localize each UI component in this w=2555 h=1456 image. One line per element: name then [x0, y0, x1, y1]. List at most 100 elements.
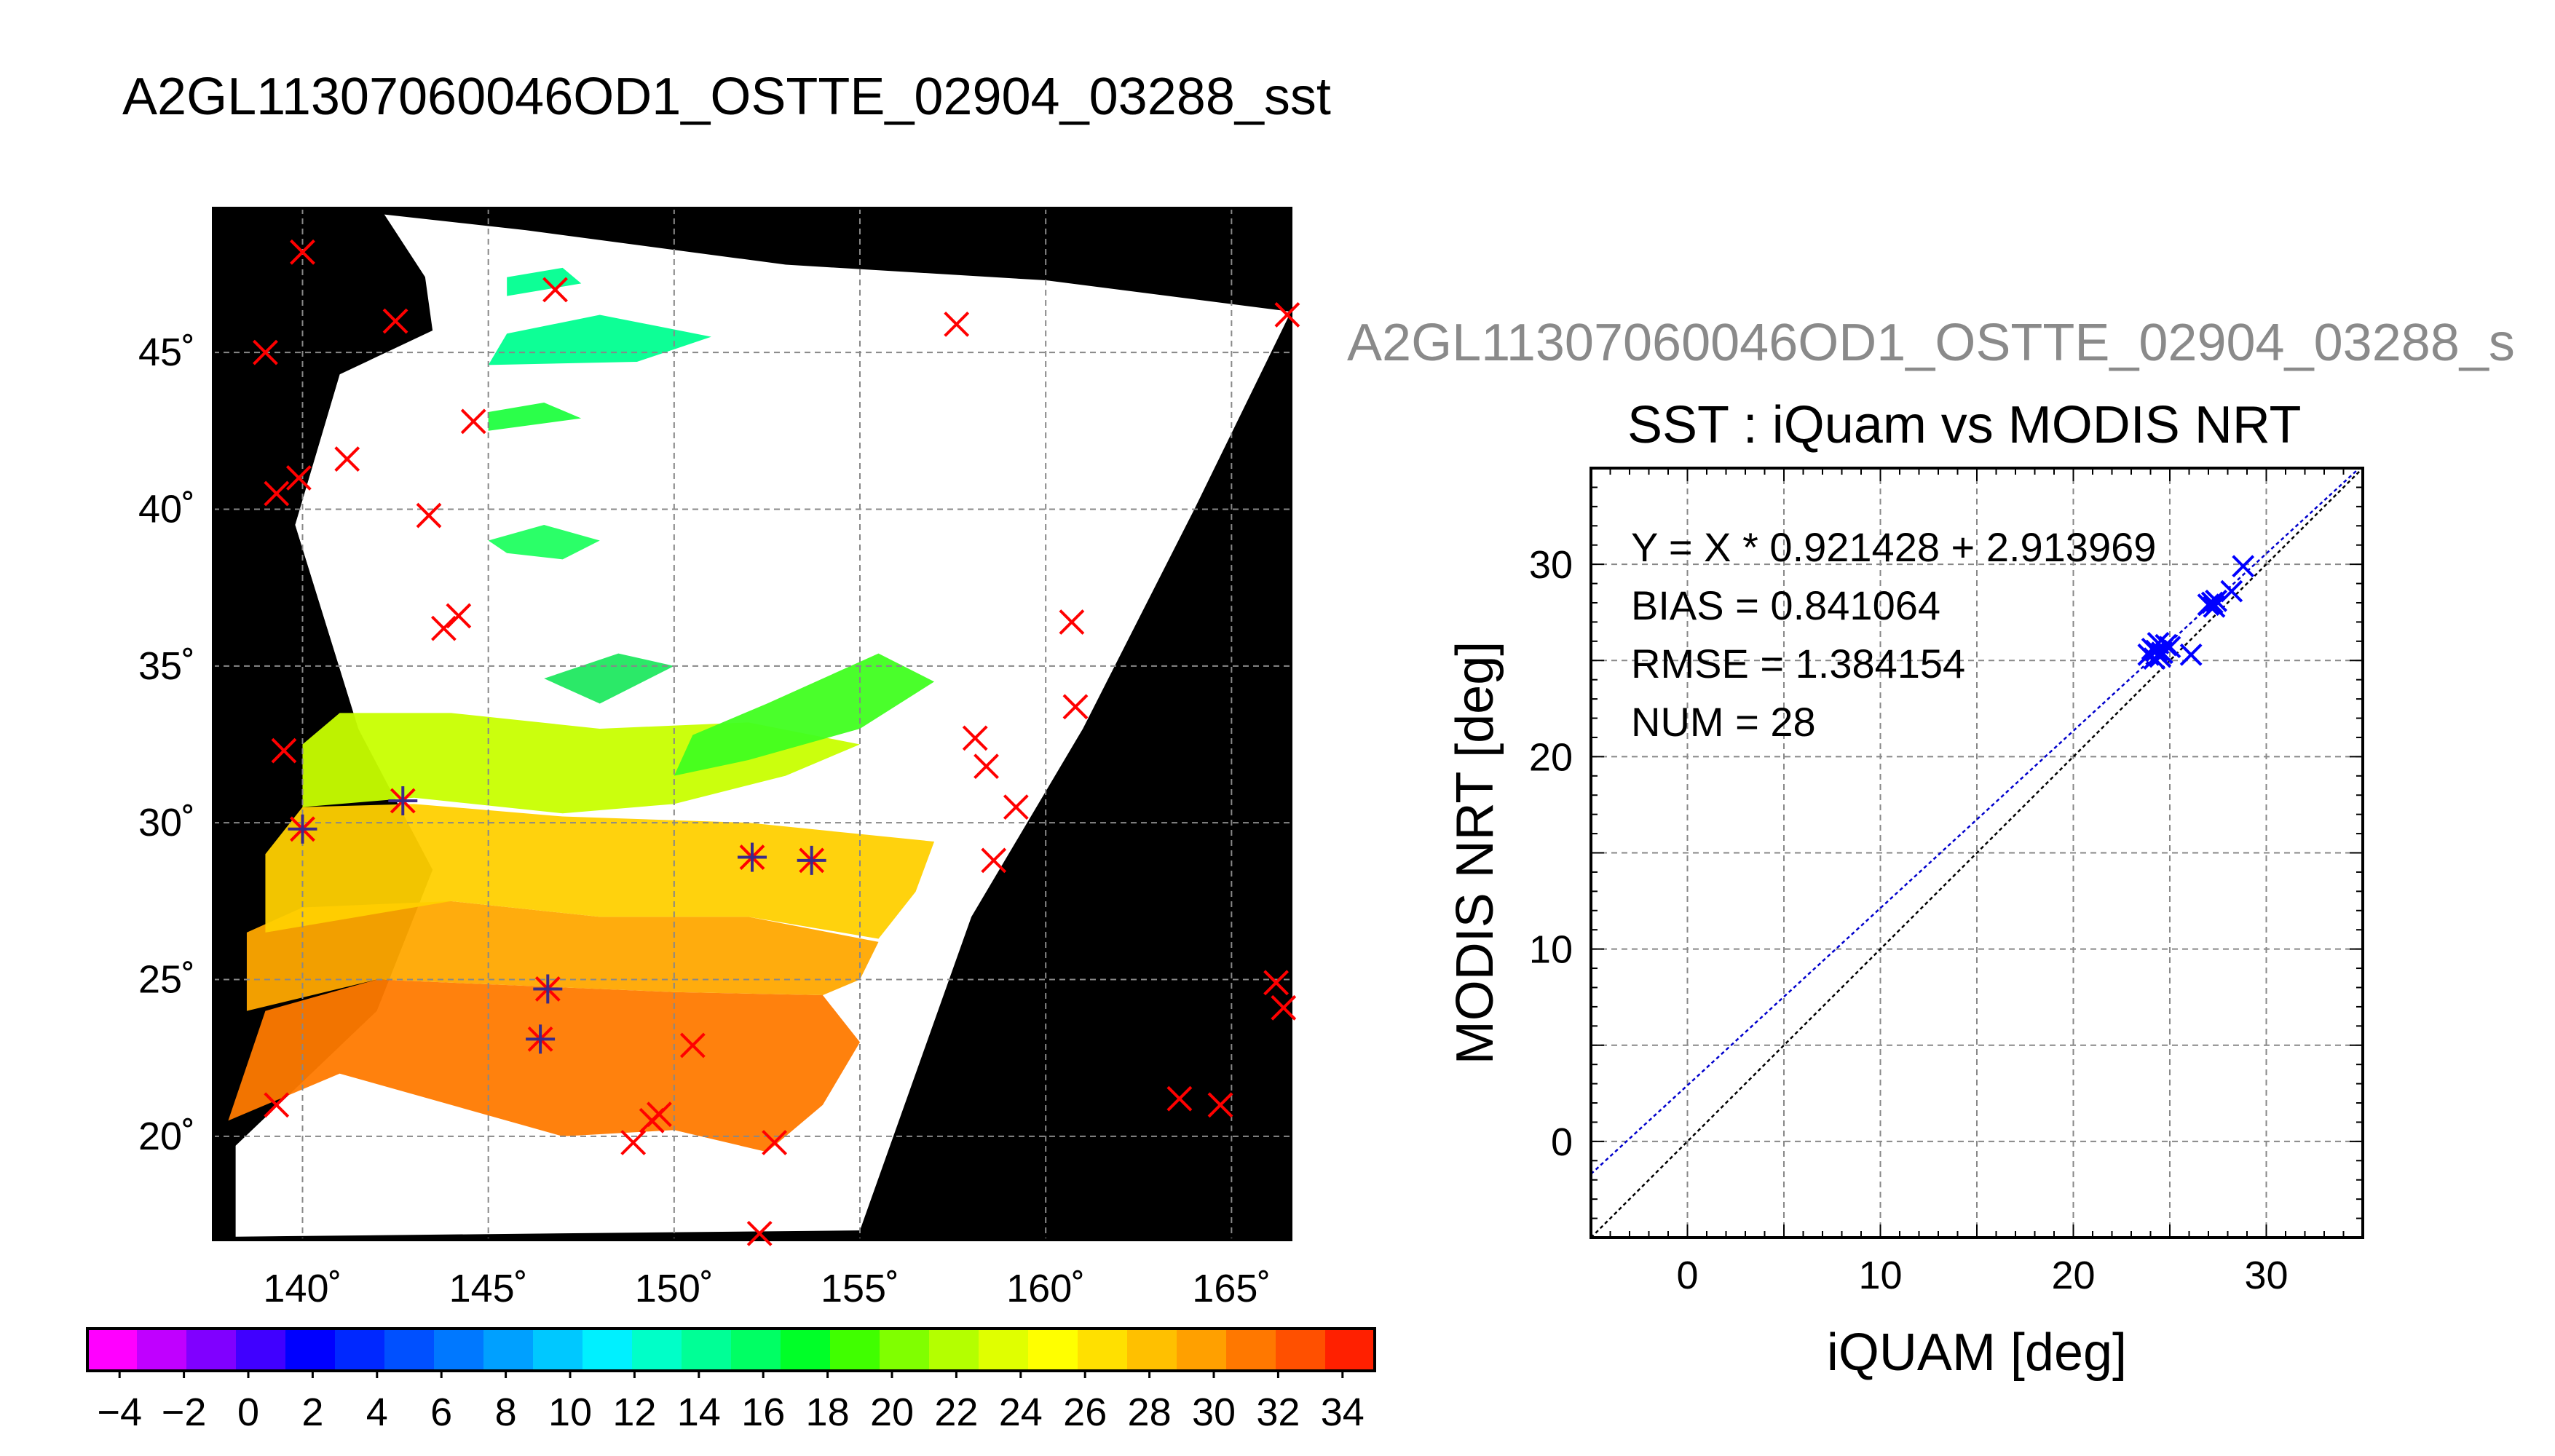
insitu-marker — [762, 1130, 788, 1155]
insitu-marker — [430, 615, 457, 641]
scatter-point — [2220, 579, 2243, 603]
scatter-point — [2179, 643, 2203, 666]
scatter-y-tick-label: 0 — [1551, 1120, 1573, 1164]
colorbar-swatch — [87, 1329, 138, 1371]
colorbar-tick-label: 0 — [237, 1390, 259, 1434]
insitu-marker — [271, 737, 297, 764]
insitu-marker — [981, 847, 1007, 874]
matchup-marker — [738, 842, 767, 872]
stats-annotation: RMSE = 1.384154 — [1631, 641, 1965, 687]
map-y-tick-label: 35˚ — [138, 644, 195, 688]
scatter-x-tick-label: 30 — [2244, 1254, 2288, 1297]
colorbar-tick-label: −2 — [162, 1390, 207, 1434]
matchup-marker — [288, 814, 317, 844]
colorbar-frame — [86, 1327, 1376, 1372]
sst-region-south — [228, 979, 860, 1152]
scatter-title: SST : iQuam vs MODIS NRT — [1627, 396, 2302, 454]
colorbar-swatch — [236, 1329, 286, 1371]
map-x-tick-label: 150˚ — [635, 1267, 714, 1310]
matchup-marker — [797, 845, 826, 875]
scatter-point — [2158, 636, 2181, 659]
insitu-marker — [1003, 794, 1029, 820]
scatter-point — [2205, 589, 2228, 612]
insitu-marker — [974, 753, 999, 780]
scatter-x-tick-label: 0 — [1676, 1254, 1698, 1297]
colorbar-tick-label: 22 — [934, 1390, 978, 1434]
colorbar-tick-label: 10 — [548, 1390, 592, 1434]
colorbar-swatch — [830, 1329, 880, 1371]
colorbar-swatch — [929, 1329, 979, 1371]
colorbar-swatch — [781, 1329, 831, 1371]
colorbar-tick-label: 14 — [677, 1390, 721, 1434]
colorbar-swatch — [682, 1329, 732, 1371]
sst-region-south-mid — [246, 901, 879, 1011]
colorbar-tick-label: 20 — [870, 1390, 914, 1434]
scatter-x-axis-label: iQUAM [deg] — [1827, 1324, 2127, 1382]
identity-line — [1590, 467, 2364, 1238]
colorbar-tick-label: 32 — [1256, 1390, 1300, 1434]
scatter-x-tick-label: 10 — [1858, 1254, 1902, 1297]
insitu-marker — [1263, 970, 1290, 996]
scatter-y-axis-label: MODIS NRT [deg] — [1446, 641, 1504, 1065]
colorbar-swatch — [1177, 1329, 1227, 1371]
insitu-marker — [1207, 1092, 1233, 1118]
map-x-tick-label: 155˚ — [821, 1267, 899, 1310]
insitu-marker — [264, 480, 290, 507]
colorbar-swatch — [483, 1329, 534, 1371]
matchup-marker — [526, 1024, 556, 1054]
insitu-marker — [290, 239, 315, 265]
insitu-marker — [679, 1032, 706, 1059]
sst-region-kuroshio — [674, 653, 935, 776]
map-y-tick-label: 45˚ — [138, 331, 195, 374]
colorbar-swatch — [632, 1329, 682, 1371]
colorbar-swatch — [285, 1329, 336, 1371]
colorbar-swatch — [335, 1329, 385, 1371]
insitu-marker — [1274, 302, 1300, 328]
insitu-marker — [416, 502, 442, 529]
colorbar-swatch — [137, 1329, 187, 1371]
insitu-marker — [382, 308, 408, 334]
colorbar-swatch — [384, 1329, 435, 1371]
map-x-tick-label: 145˚ — [449, 1267, 528, 1310]
colorbar-tick-label: 18 — [806, 1390, 850, 1434]
insitu-marker — [944, 311, 970, 337]
sst-region-honshu-east — [488, 403, 582, 431]
fit-line — [1590, 467, 2361, 1175]
insitu-marker — [446, 603, 472, 629]
scatter-x-tick-label: 20 — [2051, 1254, 2095, 1297]
scatter-frame — [1590, 467, 2364, 1239]
colorbar-swatch — [1325, 1329, 1375, 1371]
colorbar-tick-label: −4 — [97, 1390, 142, 1434]
colorbar-swatch — [1078, 1329, 1128, 1371]
scatter-y-tick-label: 20 — [1529, 735, 1573, 779]
insitu-marker — [962, 725, 988, 751]
colorbar-swatch — [979, 1329, 1029, 1371]
colorbar-swatch — [1226, 1329, 1276, 1371]
insitu-marker — [646, 1101, 672, 1128]
colorbar-swatch — [434, 1329, 484, 1371]
colorbar-tick-label: 8 — [495, 1390, 517, 1434]
insitu-marker — [285, 464, 312, 491]
sst-region-sakhalin-east — [507, 267, 582, 296]
stats-annotation: NUM = 28 — [1631, 699, 1816, 745]
insitu-marker — [1062, 694, 1089, 720]
insitu-marker — [1059, 609, 1085, 635]
scatter-y-tick-label: 30 — [1529, 543, 1573, 587]
scatter-point — [2232, 555, 2255, 578]
colorbar-swatch — [533, 1329, 583, 1371]
colorbar-tick-label: 34 — [1321, 1390, 1365, 1434]
map-y-tick-label: 40˚ — [138, 487, 195, 531]
main-title: A2GL11307060046OD1_OSTTE_02904_03288_sst — [122, 68, 1331, 126]
insitu-marker — [264, 1092, 290, 1118]
colorbar-swatch — [731, 1329, 781, 1371]
colorbar-tick-label: 12 — [612, 1390, 656, 1434]
map-y-tick-label: 20˚ — [138, 1115, 195, 1158]
sst-region-tohoku — [488, 525, 600, 560]
insitu-marker — [1271, 994, 1297, 1021]
colorbar-swatch — [1028, 1329, 1078, 1371]
colorbar-swatch — [1276, 1329, 1326, 1371]
colorbar-tick-label: 30 — [1192, 1390, 1236, 1434]
map-x-tick-label: 165˚ — [1192, 1267, 1271, 1310]
insitu-marker — [1166, 1085, 1193, 1112]
